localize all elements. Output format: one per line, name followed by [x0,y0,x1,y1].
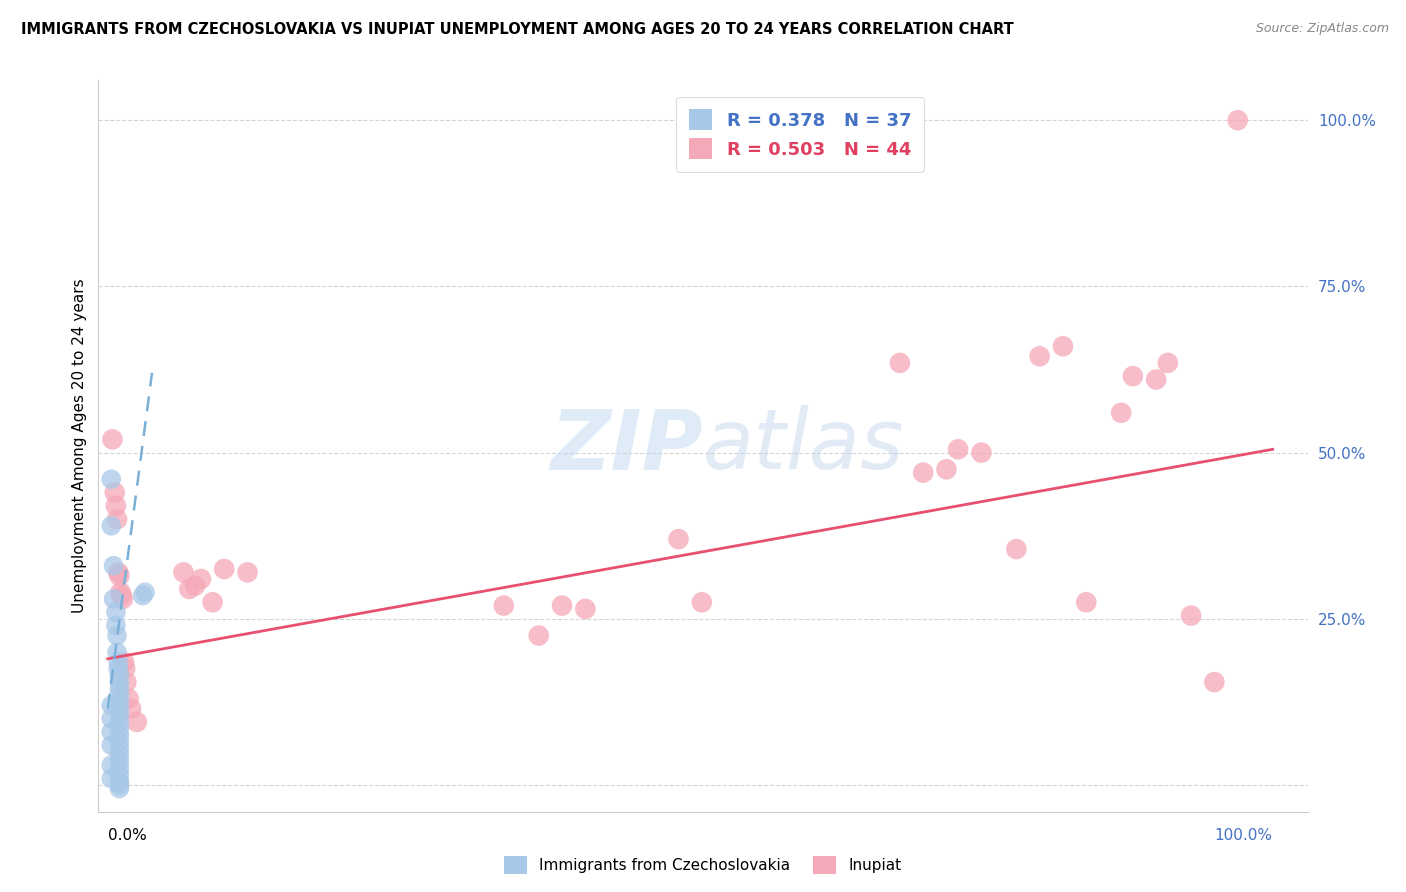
Point [108,774,131,789]
Point [889,356,911,370]
Point [131,589,153,603]
Point [134,585,156,599]
Point [104,485,127,500]
Point [100,758,122,772]
Point [100,698,122,713]
Point [179,582,201,596]
Point [103,558,125,573]
Point [104,499,127,513]
Point [1028,349,1050,363]
Point [108,668,131,682]
Point [118,691,141,706]
Point [970,445,993,459]
Point [236,566,259,580]
Point [107,566,129,580]
Point [201,595,224,609]
Point [104,618,127,632]
Point [1109,406,1132,420]
Point [946,442,969,457]
Legend: R = 0.378   N = 37, R = 0.503   N = 44: R = 0.378 N = 37, R = 0.503 N = 44 [676,96,924,172]
Point [108,755,131,769]
Point [190,572,212,586]
Point [108,735,131,749]
Point [551,599,574,613]
Point [100,725,122,739]
Point [110,585,132,599]
Text: IMMIGRANTS FROM CZECHOSLOVAKIA VS INUPIAT UNEMPLOYMENT AMONG AGES 20 TO 24 YEARS: IMMIGRANTS FROM CZECHOSLOVAKIA VS INUPIA… [21,22,1014,37]
Point [172,566,194,580]
Point [108,568,131,582]
Point [105,628,128,642]
Point [100,472,122,486]
Text: ZIP: ZIP [550,406,703,486]
Point [912,466,935,480]
Point [184,579,207,593]
Point [1226,113,1249,128]
Point [668,532,690,546]
Point [100,518,122,533]
Point [112,655,135,669]
Point [108,701,131,715]
Point [105,645,128,659]
Point [108,689,131,703]
Point [1076,595,1098,609]
Point [101,433,124,447]
Point [1005,542,1028,557]
Point [108,728,131,742]
Point [108,762,131,776]
Point [105,512,128,526]
Text: Source: ZipAtlas.com: Source: ZipAtlas.com [1256,22,1389,36]
Point [1180,608,1202,623]
Point [108,708,131,723]
Point [108,722,131,736]
Point [125,714,148,729]
Point [492,599,515,613]
Point [108,781,131,796]
Point [114,662,136,676]
Text: atlas: atlas [703,406,904,486]
Point [100,712,122,726]
Point [100,738,122,752]
Point [107,662,129,676]
Point [111,589,134,603]
Point [935,462,957,476]
Point [108,695,131,709]
Text: 0.0%: 0.0% [108,829,146,843]
Point [108,681,131,696]
Point [690,595,713,609]
Point [1157,356,1180,370]
Point [108,768,131,782]
Point [108,778,131,792]
Point [1052,339,1074,353]
Point [120,701,142,715]
Legend: Immigrants from Czechoslovakia, Inupiat: Immigrants from Czechoslovakia, Inupiat [498,850,908,880]
Point [115,675,138,690]
Point [108,675,131,690]
Point [100,772,122,786]
Point [108,741,131,756]
Point [527,628,550,642]
Point [104,605,127,619]
Point [1144,372,1167,386]
Y-axis label: Unemployment Among Ages 20 to 24 years: Unemployment Among Ages 20 to 24 years [72,278,87,614]
Point [1204,675,1226,690]
Point [107,655,129,669]
Point [212,562,235,576]
Text: 100.0%: 100.0% [1215,829,1272,843]
Point [1122,369,1144,384]
Point [103,591,125,606]
Point [574,602,596,616]
Point [108,714,131,729]
Point [108,748,131,763]
Point [111,591,134,606]
